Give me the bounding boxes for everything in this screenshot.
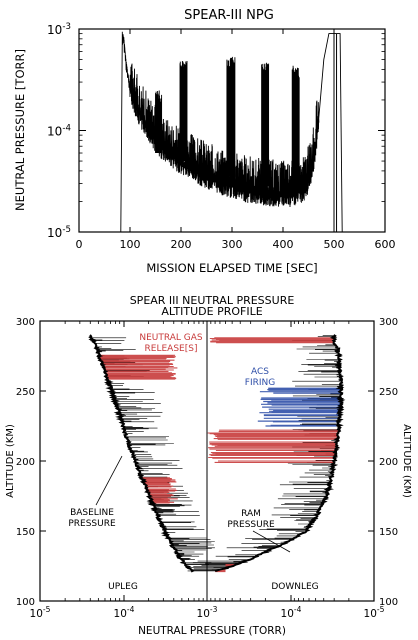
x-axis-ticks: 0 100 200 300 400 500 600 xyxy=(76,29,396,251)
y-axis-label: NEUTRAL PRESSURE [TORR] xyxy=(13,49,27,211)
x-tick-label: 0 xyxy=(76,238,83,251)
release-burst xyxy=(291,65,300,192)
baseline-annotation: BASELINE xyxy=(70,508,114,518)
alt-tick-label-right: 150 xyxy=(379,527,398,538)
alt-tick-label: 300 xyxy=(16,317,35,328)
upleg-label: UPLEG xyxy=(108,582,138,592)
pressure-tick-label: 10-5 xyxy=(364,605,385,620)
altitude-axis-label-right: ALTITUDE (KM) xyxy=(401,424,412,498)
release-burst xyxy=(179,61,188,162)
x-tick-label: 500 xyxy=(324,238,345,251)
y-tick-label: 10-3 xyxy=(47,22,71,37)
neutral-gas-annotation: NEUTRAL GAS xyxy=(139,333,203,343)
alt-tick-label: 150 xyxy=(16,527,35,538)
pressure-axis-label: NEUTRAL PRESSURE (TORR) xyxy=(138,625,286,637)
altitude-axis-label-left: ALTITUDE (KM) xyxy=(5,424,16,498)
pressure-trace xyxy=(120,31,343,233)
ram-pointer xyxy=(252,530,291,553)
baseline-pressure-annotation: PRESSURE xyxy=(68,519,116,529)
alt-tick-label-right: 200 xyxy=(379,457,398,468)
acs-annotation: ACS xyxy=(251,367,269,377)
alt-tick-label-right: 100 xyxy=(379,597,398,608)
upleg-panel xyxy=(88,334,225,573)
profile-subtitle: ALTITUDE PROFILE xyxy=(161,305,262,318)
release-burst xyxy=(261,62,270,187)
upleg-gas-release xyxy=(99,354,178,504)
x-tick-label: 600 xyxy=(375,238,396,251)
altitude-axis-ticks: 100 100 150 150 200 200 250 250 300 300 xyxy=(16,317,398,608)
firing-annotation: FIRING xyxy=(245,378,275,388)
alt-tick-label-right: 300 xyxy=(379,317,398,328)
time-series-chart: SPEAR-III NPG 0 100 200 300 400 500 600 10-510… xyxy=(13,8,396,275)
x-tick-label: 400 xyxy=(273,238,294,251)
profile-title: SPEAR III NEUTRAL PRESSURE xyxy=(130,294,295,307)
pressure-tick-label: 10-4 xyxy=(281,605,302,620)
downleg-acs-firing xyxy=(257,387,341,427)
upleg-baseline-trace xyxy=(88,334,195,573)
release-annotation: RELEASE[S] xyxy=(145,344,198,354)
x-tick-label: 100 xyxy=(120,238,141,251)
release-burst xyxy=(226,56,236,177)
downleg-baseline-trace xyxy=(214,334,346,572)
downleg-gas-release xyxy=(207,337,339,573)
altitude-profile-chart: SPEAR III NEUTRAL PRESSURE ALTITUDE PROF… xyxy=(5,294,412,637)
release-burst xyxy=(155,90,163,153)
downleg-panel xyxy=(187,334,346,573)
downleg-fluctuations xyxy=(187,335,341,572)
chart-title: SPEAR-III NPG xyxy=(184,8,274,23)
time-series-plot-area xyxy=(120,31,343,233)
downleg-label: DOWNLEG xyxy=(271,582,318,592)
pressure-tick-label: 10-5 xyxy=(30,605,51,620)
x-axis-label: MISSION ELAPSED TIME [SEC] xyxy=(146,261,317,275)
alt-tick-label-right: 250 xyxy=(379,387,398,398)
y-axis-ticks: 10-5 10-4 10-3 xyxy=(47,22,385,240)
y-tick-label: 10-4 xyxy=(47,124,71,139)
alt-tick-label: 200 xyxy=(16,457,35,468)
alt-tick-label: 100 xyxy=(16,597,35,608)
ram-pressure-annotation: PRESSURE xyxy=(227,520,275,530)
pressure-tick-label: 10-4 xyxy=(114,605,135,620)
ram-annotation: RAM xyxy=(241,509,261,519)
y-tick-label: 10-5 xyxy=(47,225,71,240)
x-tick-label: 300 xyxy=(222,238,243,251)
x-tick-label: 200 xyxy=(171,238,192,251)
pressure-tick-label: 10-3 xyxy=(197,605,218,620)
pressure-axis-ticks: 10-5 10-4 10-3 10-4 10-5 xyxy=(30,321,385,620)
baseline-pointer xyxy=(95,455,123,506)
alt-tick-label: 250 xyxy=(16,387,35,398)
